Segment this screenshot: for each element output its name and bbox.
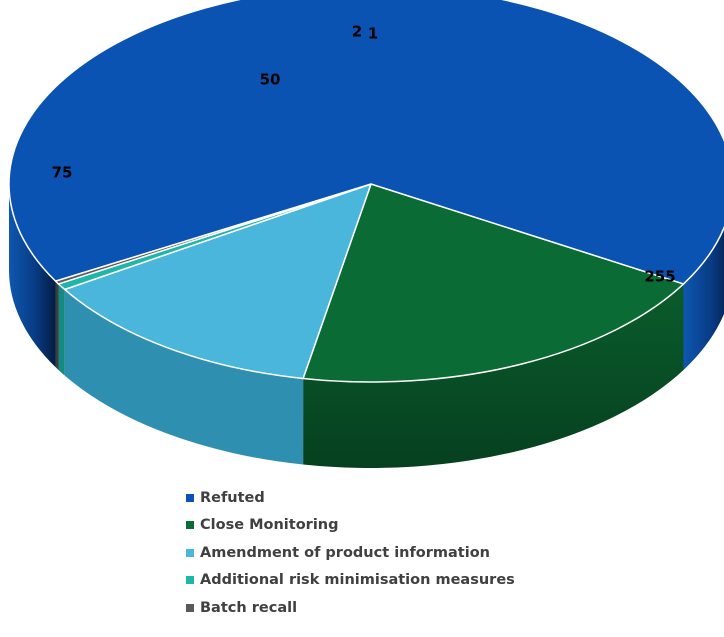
- pie-side-additional-risk: [58, 283, 65, 376]
- pie-slice-amendment: [63, 183, 372, 380]
- legend-label-close-monitoring: Close Monitoring: [200, 517, 339, 534]
- legend-label-additional-risk: Additional risk minimisation measures: [200, 572, 515, 589]
- pie-side-refuted: [683, 227, 724, 370]
- legend-swatch-refuted: [186, 493, 194, 502]
- pie-side-close-monitoring: [303, 283, 684, 469]
- pie-side-batch-recall: [55, 281, 59, 370]
- legend-swatch-amendment: [186, 548, 194, 557]
- legend-swatch-close-monitoring: [186, 521, 194, 530]
- data-label-amendment: 50: [260, 71, 281, 89]
- pie-data-labels: 255 75 50 2 1: [52, 23, 676, 286]
- pie-slice-refuted: [8, 0, 724, 285]
- legend-label-refuted: Refuted: [200, 489, 265, 506]
- pie-slices: [8, 0, 724, 383]
- data-label-batch-recall: 1: [368, 25, 378, 43]
- legend-item-refuted: Refuted: [186, 484, 515, 512]
- pie-chart: 255 75 50 2 1: [8, 0, 724, 469]
- pie-depth-sides: [9, 184, 724, 469]
- data-label-close-monitoring: 75: [52, 164, 73, 182]
- legend-item-amendment: Amendment of product information: [186, 539, 515, 567]
- legend-label-batch-recall: Batch recall: [200, 599, 298, 616]
- legend-swatch-batch-recall: [186, 603, 194, 612]
- pie-slice-close-monitoring: [302, 183, 685, 383]
- legend-item-additional-risk: Additional risk minimisation measures: [186, 567, 515, 595]
- legend-item-close-monitoring: Close Monitoring: [186, 512, 515, 540]
- legend: Refuted Close Monitoring Amendment of pr…: [186, 484, 515, 622]
- pie-side-amendment: [64, 289, 304, 465]
- legend-label-amendment: Amendment of product information: [200, 544, 490, 561]
- legend-swatch-additional-risk: [186, 576, 194, 585]
- data-label-additional-risk: 2: [352, 23, 362, 41]
- data-label-refuted: 255: [644, 268, 675, 286]
- legend-item-batch-recall: Batch recall: [186, 594, 515, 622]
- pie-side-refuted: [9, 184, 56, 368]
